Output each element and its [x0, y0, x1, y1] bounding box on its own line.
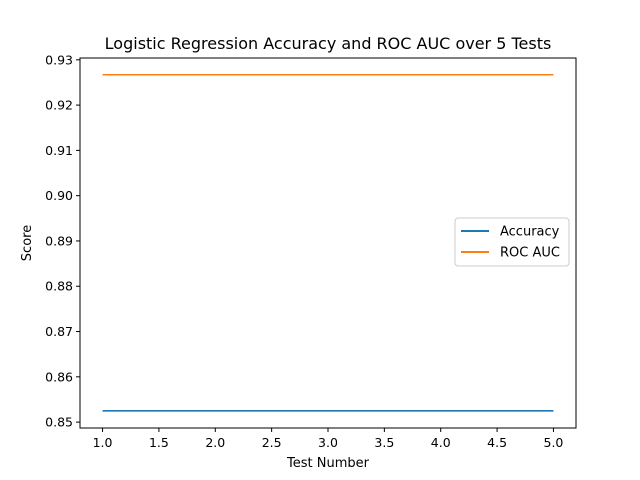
y-tick-label: 0.92	[45, 98, 73, 113]
y-tick-label: 0.88	[45, 279, 73, 294]
y-axis-ticks: 0.85 0.86 0.87 0.88 0.89 0.90 0.91 0.92 0.93	[45, 52, 80, 430]
y-axis-label: Score	[20, 225, 35, 261]
y-tick-label: 0.90	[45, 188, 73, 203]
y-tick-label: 0.89	[45, 233, 73, 248]
legend: Accuracy ROC AUC	[454, 217, 570, 267]
x-tick-label: 3.0	[318, 435, 338, 450]
y-tick-label: 0.91	[45, 143, 73, 158]
y-tick-label: 0.86	[45, 369, 73, 384]
legend-label-roc-auc: ROC AUC	[500, 246, 560, 261]
x-tick-label: 4.0	[431, 435, 451, 450]
x-axis-ticks: 1.0 1.5 2.0 2.5 3.0 3.5 4.0 4.5 5.0	[93, 428, 564, 450]
y-tick-label: 0.93	[45, 52, 73, 67]
x-tick-label: 2.5	[262, 435, 282, 450]
x-tick-label: 3.5	[374, 435, 394, 450]
x-tick-label: 1.0	[93, 435, 113, 450]
x-axis-label: Test Number	[286, 456, 370, 471]
x-tick-label: 2.0	[205, 435, 225, 450]
x-tick-label: 5.0	[544, 435, 564, 450]
plot-lines	[102, 73, 554, 412]
y-tick-label: 0.85	[45, 415, 73, 430]
chart-title: Logistic Regression Accuracy and ROC AUC…	[105, 34, 552, 53]
x-tick-label: 4.5	[487, 435, 507, 450]
x-tick-label: 1.5	[149, 435, 169, 450]
legend-label-accuracy: Accuracy	[500, 225, 560, 240]
y-tick-label: 0.87	[45, 324, 73, 339]
